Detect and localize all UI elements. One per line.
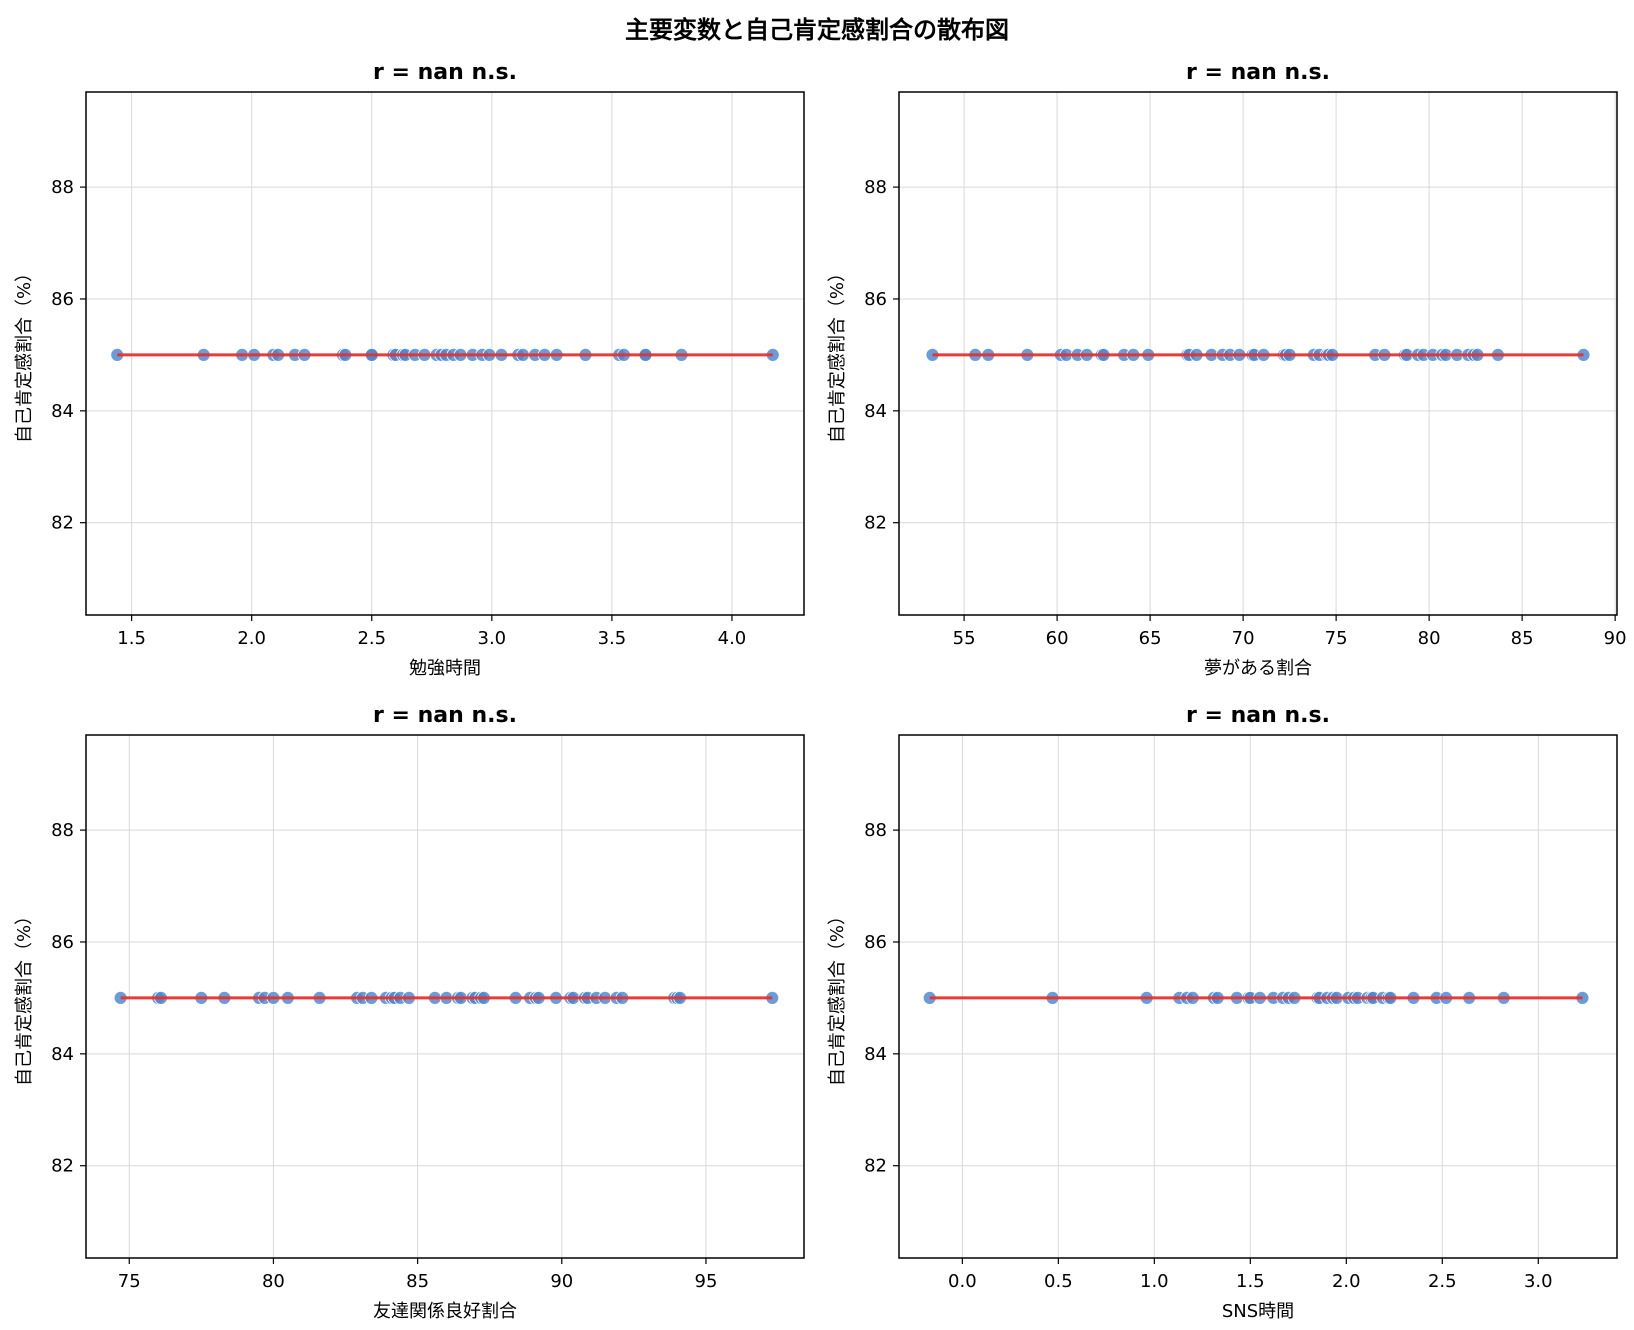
y-axis-label: 自己肯定感割合（%） <box>827 907 848 1086</box>
y-tick-label: 82 <box>864 513 887 534</box>
x-tick-label: 0.0 <box>948 1271 977 1292</box>
scatter-panel-friendship-ratio: 75 80 85 90 95 82 84 86 88 友達関係良好割合 自己肯定感割合（%） r = … <box>14 703 805 1322</box>
y-tick-label: 86 <box>51 289 74 310</box>
x-tick-label: 80 <box>262 1271 285 1292</box>
y-tick-label: 88 <box>51 177 74 198</box>
x-tick-label: 90 <box>1604 628 1627 649</box>
y-tick-label: 82 <box>51 513 74 534</box>
x-tick-label: 65 <box>1139 628 1162 649</box>
x-tick-label: 90 <box>550 1271 573 1292</box>
x-tick-label: 0.5 <box>1044 1271 1073 1292</box>
y-tick-label: 86 <box>864 289 887 310</box>
y-axis-label: 自己肯定感割合（%） <box>14 907 35 1086</box>
x-tick-label: 75 <box>1325 628 1348 649</box>
x-tick-label: 60 <box>1046 628 1069 649</box>
scatter-panel-study-time: 1.5 2.0 2.5 3.0 3.5 4.0 82 84 86 88 勉強時間 自己肯定感割合（%）… <box>14 60 805 679</box>
y-tick-label: 84 <box>51 1044 74 1065</box>
y-axis-label: 自己肯定感割合（%） <box>14 264 35 443</box>
panel-title: r = nan n.s. <box>373 60 517 85</box>
x-tick-label: 2.5 <box>357 628 386 649</box>
x-tick-label: 3.0 <box>1524 1271 1553 1292</box>
x-axis-label: SNS時間 <box>1222 1301 1294 1322</box>
x-axis-label: 夢がある割合 <box>1204 658 1312 679</box>
y-axis-label: 自己肯定感割合（%） <box>827 264 848 443</box>
y-tick-label: 82 <box>864 1156 887 1177</box>
x-tick-label: 85 <box>1511 628 1534 649</box>
x-tick-label: 2.0 <box>237 628 266 649</box>
x-tick-label: 4.0 <box>718 628 747 649</box>
x-tick-label: 1.5 <box>117 628 146 649</box>
y-tick-label: 84 <box>51 401 74 422</box>
y-tick-label: 88 <box>51 820 74 841</box>
x-tick-label: 1.5 <box>1236 1271 1265 1292</box>
x-axis-label: 勉強時間 <box>409 658 481 679</box>
y-tick-label: 82 <box>51 1156 74 1177</box>
x-tick-label: 3.5 <box>598 628 627 649</box>
scatter-panel-sns-time: 0.0 0.5 1.0 1.5 2.0 2.5 3.0 82 84 86 88 SNS時間 自己肯定感割… <box>827 703 1618 1322</box>
y-tick-label: 84 <box>864 401 887 422</box>
panel-title: r = nan n.s. <box>373 703 517 728</box>
axes-frame <box>898 734 1618 1259</box>
panel-title: r = nan n.s. <box>1186 703 1330 728</box>
y-tick-label: 88 <box>864 177 887 198</box>
axes-frame <box>85 91 805 616</box>
x-tick-label: 2.5 <box>1428 1271 1457 1292</box>
axes-frame <box>85 734 805 1259</box>
x-tick-label: 55 <box>953 628 976 649</box>
scatter-panel-dream-ratio: 55 60 65 70 75 80 85 90 82 84 86 88 夢がある割合 自己肯定感割合（%）… <box>827 60 1627 679</box>
y-tick-label: 84 <box>864 1044 887 1065</box>
figure-title: 主要変数と自己肯定感割合の散布図 <box>625 16 1009 44</box>
y-tick-label: 86 <box>864 932 887 953</box>
y-tick-label: 88 <box>864 820 887 841</box>
x-tick-label: 2.0 <box>1332 1271 1361 1292</box>
x-tick-label: 85 <box>406 1271 429 1292</box>
x-tick-label: 3.0 <box>478 628 507 649</box>
y-tick-label: 86 <box>51 932 74 953</box>
x-tick-label: 1.0 <box>1140 1271 1169 1292</box>
x-tick-label: 75 <box>118 1271 141 1292</box>
x-tick-label: 70 <box>1232 628 1255 649</box>
panel-title: r = nan n.s. <box>1186 60 1330 85</box>
x-axis-label: 友達関係良好割合 <box>373 1301 517 1322</box>
x-tick-label: 95 <box>695 1271 718 1292</box>
axes-frame <box>898 91 1618 616</box>
x-tick-label: 80 <box>1418 628 1441 649</box>
